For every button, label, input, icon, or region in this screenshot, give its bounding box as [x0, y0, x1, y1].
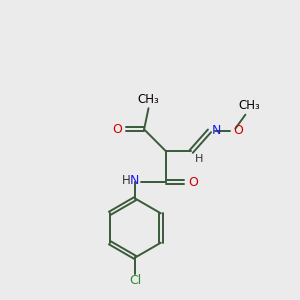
Text: CH₃: CH₃	[238, 99, 260, 112]
Text: O: O	[233, 124, 243, 137]
Text: N: N	[130, 173, 140, 187]
Text: H: H	[122, 173, 130, 187]
Text: O: O	[188, 176, 198, 189]
Text: O: O	[112, 123, 122, 136]
Text: H: H	[195, 154, 204, 164]
Text: CH₃: CH₃	[138, 93, 159, 106]
Text: Cl: Cl	[129, 274, 141, 287]
Text: N: N	[211, 124, 220, 137]
